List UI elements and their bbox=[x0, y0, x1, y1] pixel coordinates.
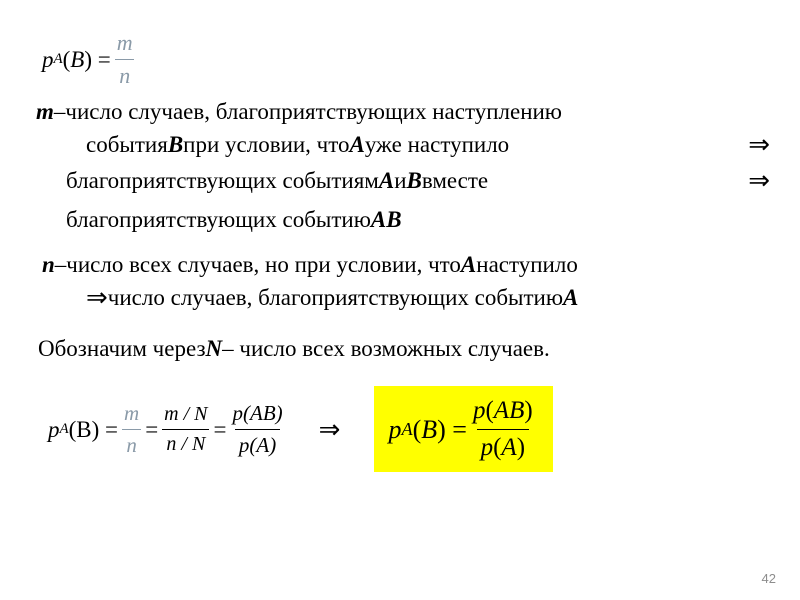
frac-num-m: m bbox=[113, 28, 137, 59]
equation-derivation: pA(B) = m n = m / N n / N = p(AB) p(A) bbox=[48, 399, 289, 459]
frac-num: p(AB) bbox=[229, 399, 287, 428]
fraction-m-over-n: m n bbox=[120, 399, 143, 459]
frac-num: m bbox=[120, 399, 143, 428]
sym-A: A bbox=[563, 282, 578, 313]
sym-B: B bbox=[70, 44, 84, 75]
var-n: n bbox=[42, 249, 55, 280]
text: благоприятствующих событию bbox=[66, 204, 371, 235]
def-n-line2: ⇒ число случаев, благоприятствующих собы… bbox=[86, 280, 770, 315]
sym-p: p bbox=[42, 44, 54, 75]
def-m-line4: благоприятствующих событию AB bbox=[66, 204, 770, 235]
sym-p: p bbox=[388, 412, 401, 447]
frac-den: p(A) bbox=[235, 429, 280, 459]
var-m: m bbox=[36, 96, 54, 127]
text: при условии, что bbox=[183, 129, 349, 160]
dash: – bbox=[54, 96, 66, 127]
text: Обозначим через bbox=[38, 333, 206, 364]
text: и bbox=[394, 165, 406, 196]
def-m-line2: события B при условии, что A уже наступи… bbox=[86, 127, 770, 162]
text: число всех случаев, но при условии, что bbox=[66, 249, 461, 280]
fraction-m-over-n: m n bbox=[113, 28, 137, 90]
sym-p: p bbox=[48, 414, 60, 445]
open-paren: ( bbox=[413, 412, 422, 447]
equation-p_A(B)=m/n: pA(B) = m n bbox=[42, 28, 770, 90]
frac-den-n: n bbox=[115, 59, 134, 91]
frac-num: m / N bbox=[160, 401, 211, 429]
fraction-pAB-over-pA: p(AB) p(A) bbox=[229, 399, 287, 459]
final-equation-row: pA(B) = m n = m / N n / N = p(AB) p(A) ⇒… bbox=[48, 386, 770, 473]
sym-A: A bbox=[350, 129, 365, 160]
dash: – bbox=[55, 249, 67, 280]
sym-B: B bbox=[421, 412, 437, 447]
text: события bbox=[86, 129, 168, 160]
frac-den: n bbox=[122, 429, 141, 459]
def-N-line: Обозначим через N – число всех возможных… bbox=[38, 333, 770, 364]
sym-A: A bbox=[461, 249, 476, 280]
double-arrow-icon: ⇒ bbox=[319, 412, 341, 447]
text: – число всех возможных случаев. bbox=[222, 333, 550, 364]
sym-B: B bbox=[407, 165, 422, 196]
def-m-line1: m – число случаев, благоприятствующих на… bbox=[36, 96, 770, 127]
sym-B: B bbox=[168, 129, 183, 160]
text: число случаев, благоприятствующих наступ… bbox=[65, 96, 562, 127]
open-paren: ( bbox=[63, 44, 71, 75]
def-n-line1: n – число всех случаев, но при условии, … bbox=[42, 249, 770, 280]
text: уже наступило bbox=[365, 129, 509, 160]
sub-A: A bbox=[401, 417, 412, 442]
page-number: 42 bbox=[762, 570, 776, 588]
fraction-pAB-over-pA: p(AB) p(A) bbox=[469, 394, 537, 465]
close-eq: ) = bbox=[437, 412, 467, 447]
double-arrow-icon: ⇒ bbox=[748, 163, 770, 198]
sym-A: A bbox=[379, 165, 394, 196]
slide: pA(B) = m n m – число случаев, благоприя… bbox=[0, 0, 800, 600]
text: (B) = bbox=[69, 414, 118, 445]
sym-N: N bbox=[206, 333, 223, 364]
frac-den: n / N bbox=[162, 429, 209, 458]
sym-AB: AB bbox=[371, 204, 402, 235]
equals: = bbox=[145, 414, 158, 445]
double-arrow-icon: ⇒ bbox=[86, 280, 108, 315]
sub-A: A bbox=[54, 49, 63, 69]
sub-A: A bbox=[60, 419, 69, 439]
text: наступило bbox=[476, 249, 578, 280]
frac-num: p(AB) bbox=[469, 394, 537, 429]
result-highlight-box: pA(B) = p(AB) p(A) bbox=[374, 386, 552, 473]
text: вместе bbox=[422, 165, 488, 196]
fraction-mN-over-nN: m / N n / N bbox=[160, 401, 211, 458]
text: число случаев, благоприятствующих событи… bbox=[108, 282, 563, 313]
def-m-line3: благоприятствующих событиям A и B вместе… bbox=[66, 163, 770, 198]
text: благоприятствующих событиям bbox=[66, 165, 379, 196]
double-arrow-icon: ⇒ bbox=[748, 127, 770, 162]
frac-den: p(A) bbox=[477, 429, 529, 465]
close-and-eq: ) = bbox=[84, 44, 110, 75]
equals: = bbox=[214, 414, 227, 445]
